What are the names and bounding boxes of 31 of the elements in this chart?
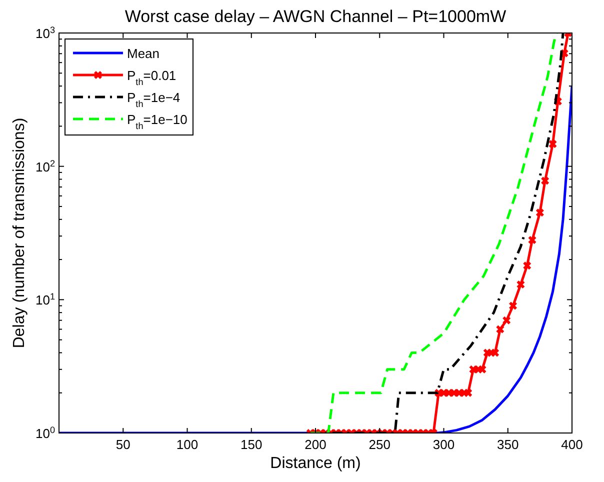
y-tick-label: 10$^{0}$ (35, 425, 55, 441)
legend-label: Mean (127, 46, 160, 61)
x-axis-title: Distance (m) (270, 455, 361, 472)
x-tick-label: 150 (240, 437, 262, 452)
y-tick-label: 10$^{3}$ (35, 25, 55, 41)
point (516, 280, 525, 288)
point (523, 262, 532, 270)
point (478, 365, 486, 374)
x-tick-label: 200 (304, 437, 326, 452)
y-axis-title: Delay (number of transmissions) (11, 118, 28, 348)
point (491, 348, 500, 357)
x-tick-label: 100 (176, 437, 198, 452)
point (502, 316, 511, 324)
point (509, 302, 518, 310)
x-tick-label: 400 (561, 437, 583, 452)
legend-label: P$_{th}$=1e−10 (127, 112, 188, 131)
x-tick-label: 350 (497, 437, 519, 452)
point (464, 388, 472, 397)
point (541, 176, 550, 185)
point (548, 140, 557, 148)
legend-label: P$_{th}$=1e−4 (127, 90, 180, 109)
y-tick-label: 10$^{1}$ (35, 292, 55, 308)
y-tick-label: 10$^{2}$ (35, 158, 55, 174)
x-tick-label: 250 (368, 437, 390, 452)
point (496, 325, 504, 334)
chart-title: Worst case delay – AWGN Channel – Pt=1000mW (124, 7, 506, 26)
x-tick-label: 300 (432, 437, 455, 452)
point (536, 208, 544, 217)
legend-label: P$_{th}$=0.01 (127, 68, 176, 87)
x-tick-label: 50 (116, 437, 130, 452)
point (528, 236, 536, 244)
